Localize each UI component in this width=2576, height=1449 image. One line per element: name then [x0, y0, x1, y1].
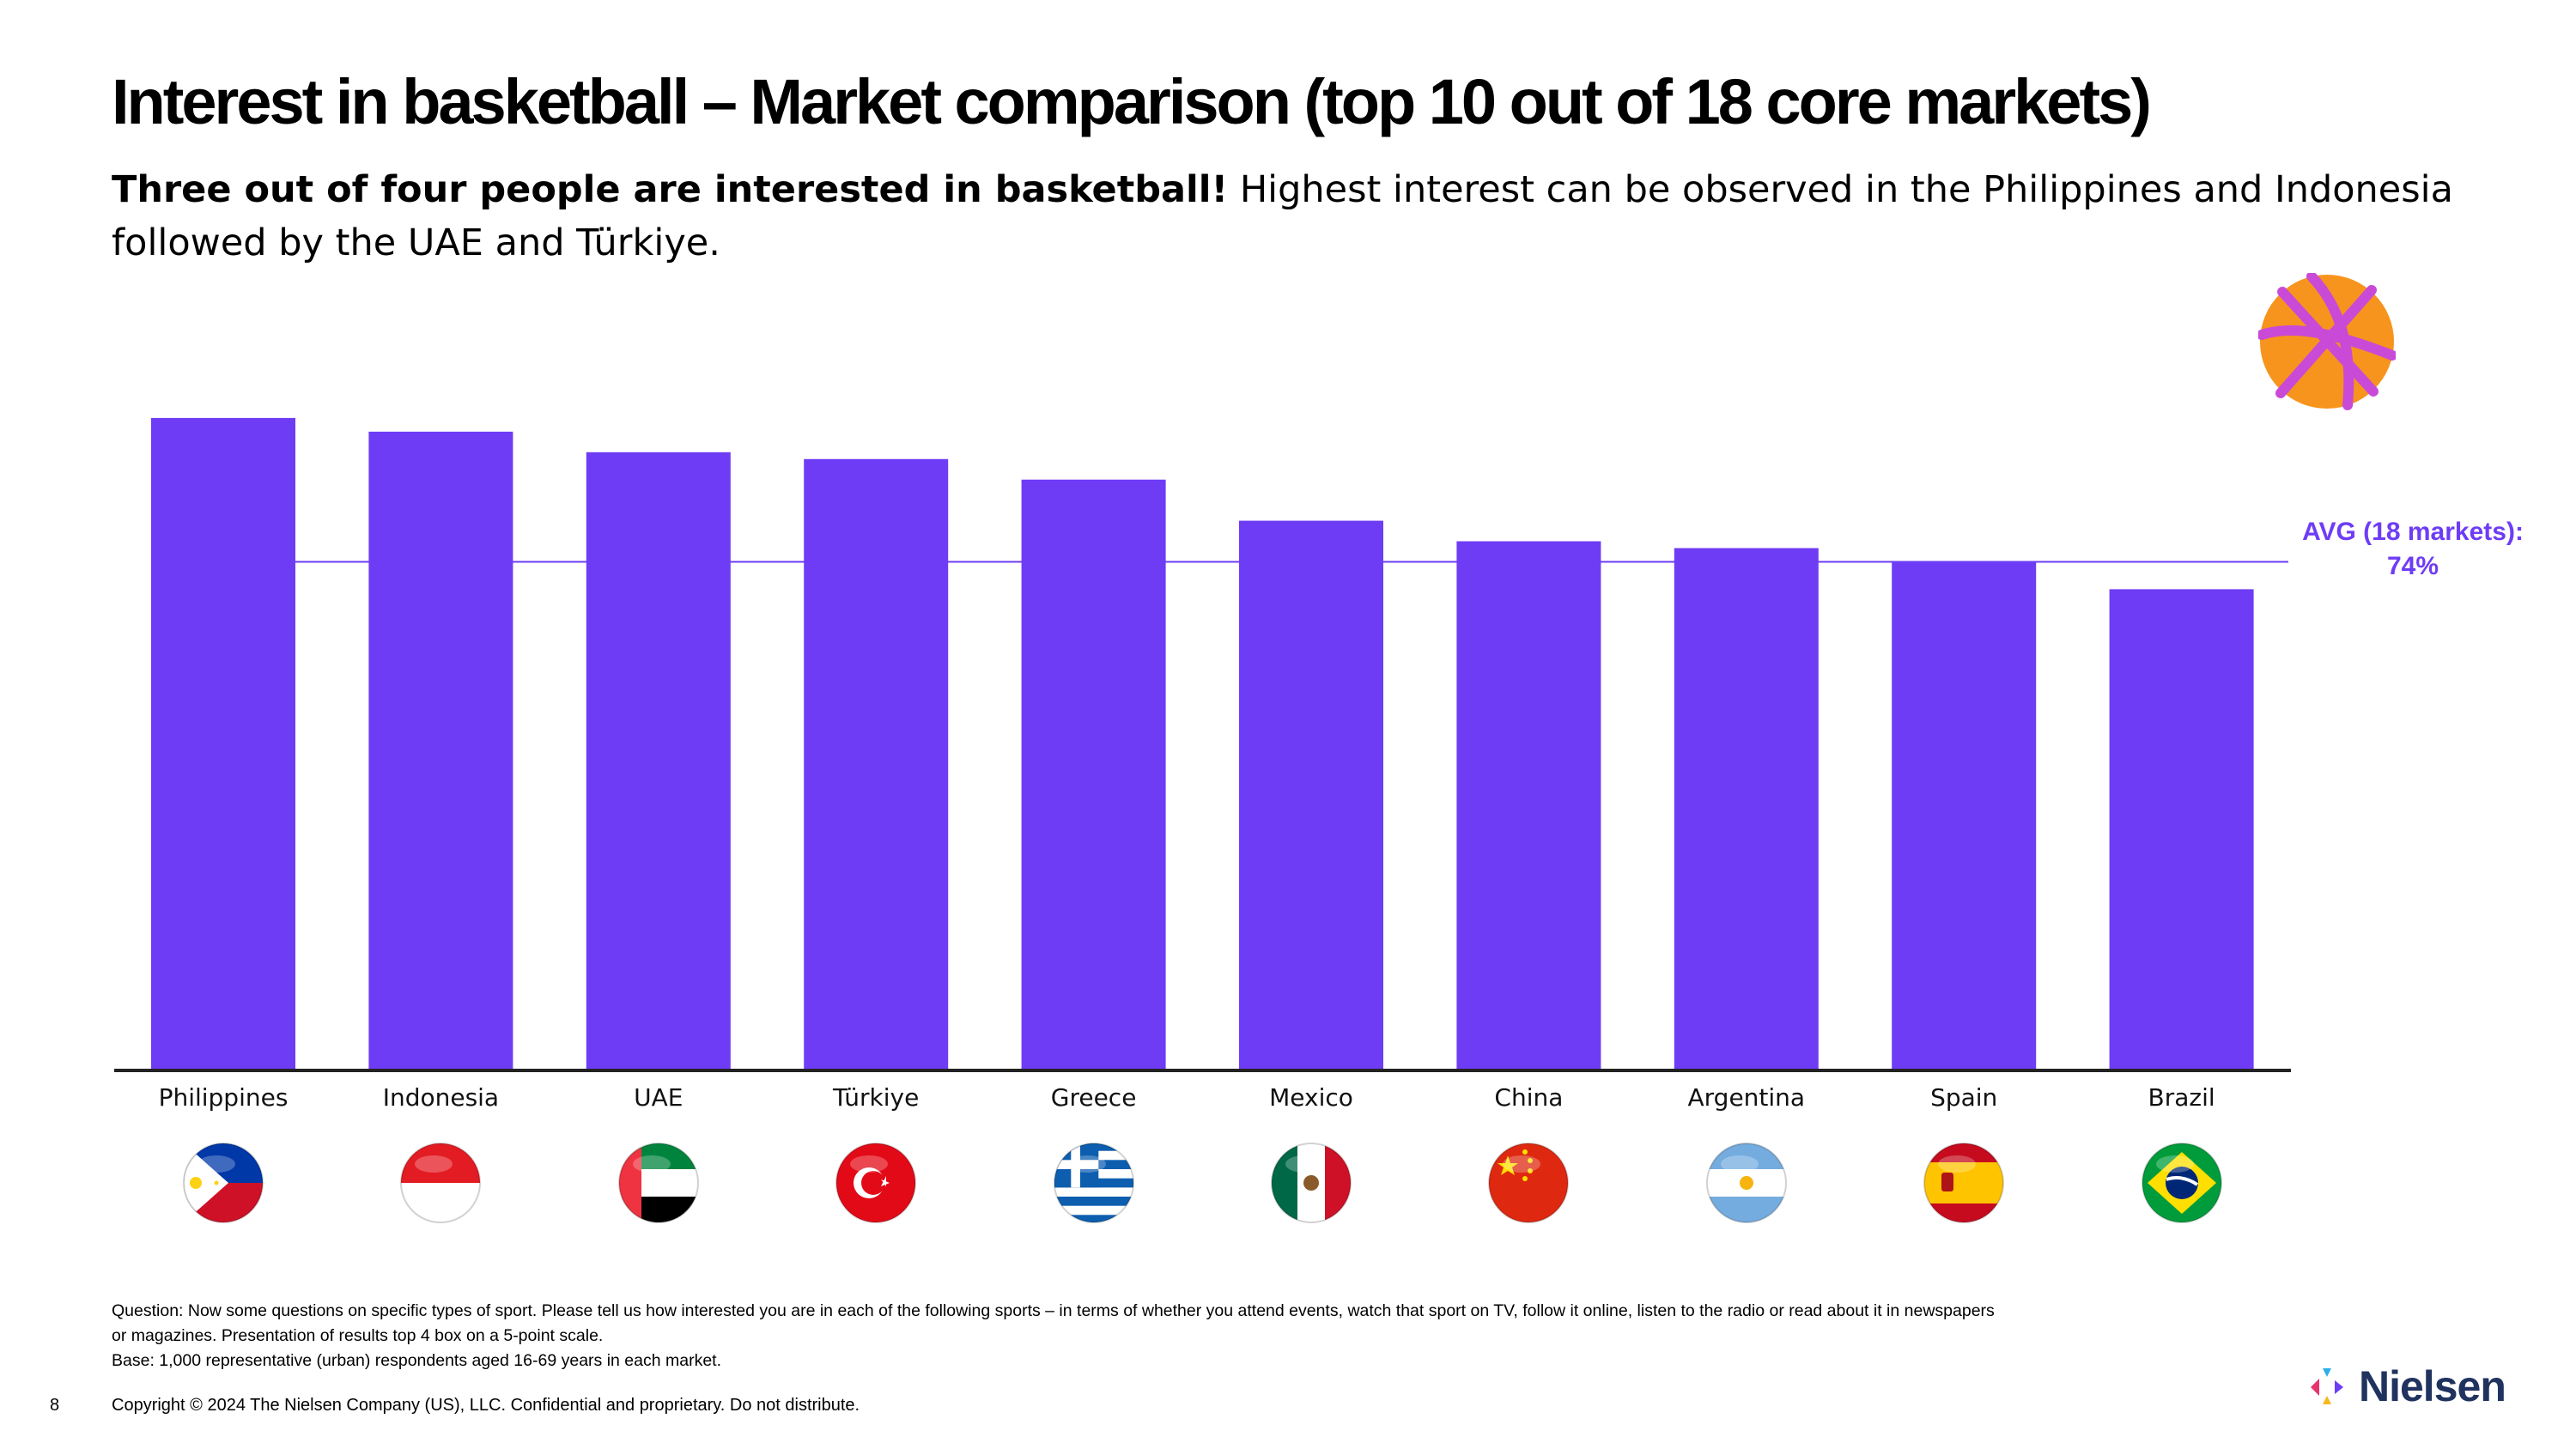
average-label-value: 74% — [2386, 552, 2439, 580]
nielsen-logo: Nielsen — [2297, 1361, 2506, 1412]
average-label: AVG (18 markets): 74% — [2267, 515, 2559, 584]
copyright: Copyright © 2024 The Nielsen Company (US… — [112, 1396, 860, 1415]
bar-trkiye — [804, 458, 949, 1069]
greece-flag-icon — [1053, 1143, 1134, 1223]
bar-uae — [586, 452, 731, 1069]
page-title: Interest in basketball – Market comparis… — [112, 66, 2152, 137]
x-tick-label: Greece — [1050, 1083, 1137, 1112]
footnote-base: Base: 1,000 representative (urban) respo… — [112, 1351, 722, 1370]
bar-indonesia — [368, 431, 513, 1069]
subtitle-rest: Highest interest can be observed in the … — [112, 168, 2453, 264]
x-tick-label: UAE — [634, 1083, 683, 1112]
x-tick-label: Türkiye — [833, 1083, 920, 1112]
indonesia-flag-icon — [400, 1143, 482, 1223]
bar-argentina — [1674, 548, 1819, 1069]
basketball-icon — [2258, 273, 2396, 410]
page-number: 8 — [50, 1396, 60, 1415]
x-tick-label: Argentina — [1687, 1083, 1806, 1112]
bar-mexico — [1239, 520, 1383, 1069]
bar-greece — [1021, 479, 1166, 1069]
bar-spain — [1892, 561, 2037, 1069]
spain-flag-icon — [1923, 1143, 2005, 1223]
mexico-flag-icon — [1271, 1143, 1352, 1223]
turkiye-flag-icon — [835, 1143, 917, 1223]
x-tick-label: China — [1494, 1083, 1564, 1112]
average-label-title: AVG (18 markets): — [2302, 518, 2524, 546]
uae-flag-icon — [617, 1143, 699, 1223]
footnote: Question: Now some questions on specific… — [112, 1299, 2310, 1373]
x-tick-label: Indonesia — [382, 1083, 500, 1112]
x-tick-label: Philippines — [158, 1083, 289, 1112]
brazil-flag-icon — [2141, 1143, 2222, 1223]
page-subtitle: Three out of four people are interested … — [112, 163, 2482, 270]
x-tick-label: Mexico — [1269, 1083, 1353, 1112]
footnote-question-line1: Question: Now some questions on specific… — [112, 1301, 1995, 1320]
argentina-flag-icon — [1705, 1143, 1787, 1223]
bar-philippines — [151, 417, 295, 1069]
footnote-question-line2: or magazines. Presentation of results to… — [112, 1326, 604, 1345]
bar-china — [1456, 541, 1601, 1069]
bar-brazil — [2109, 589, 2254, 1069]
x-tick-label: Brazil — [2148, 1083, 2215, 1112]
x-tick-label: Spain — [1930, 1083, 1998, 1112]
philippines-flag-icon — [183, 1143, 264, 1223]
nielsen-logo-icon — [2311, 1368, 2343, 1404]
china-flag-icon — [1488, 1143, 1570, 1223]
subtitle-bold: Three out of four people are interested … — [112, 168, 1229, 211]
nielsen-logo-text: Nielsen — [2359, 1362, 2506, 1410]
